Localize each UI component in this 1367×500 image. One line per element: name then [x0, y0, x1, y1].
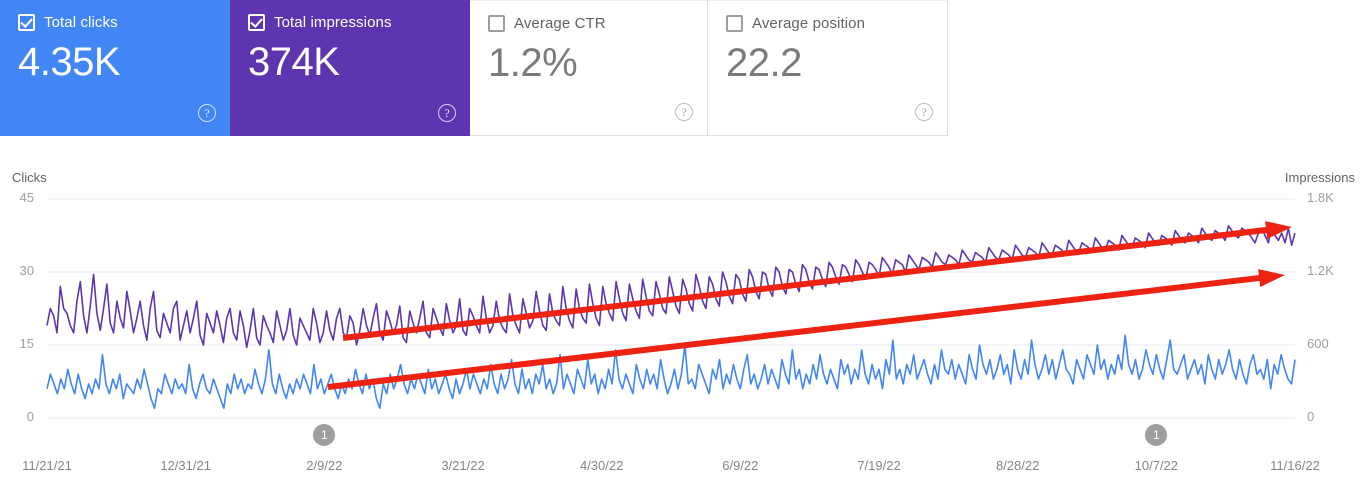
- total-impressions-value: 374K: [248, 40, 340, 84]
- left-axis-title: Clicks: [12, 170, 47, 185]
- right-axis-tick: 0: [1307, 409, 1315, 424]
- help-icon[interactable]: ?: [915, 103, 933, 121]
- left-axis-tick: 15: [19, 336, 34, 351]
- performance-chart: Clicks Impressions 0 15 30 45 0 600 1.2K 1.8K …: [0, 150, 1367, 500]
- total-impressions-label: Total impressions: [274, 14, 392, 31]
- annotation-badge[interactable]: 1: [313, 424, 336, 446]
- average-ctr-value: 1.2%: [488, 41, 578, 85]
- metric-cards-row: Total clicks 4.35K ? Total impressions 3…: [0, 0, 948, 136]
- average-position-label: Average position: [752, 15, 866, 32]
- total-clicks-value: 4.35K: [18, 40, 121, 84]
- help-icon[interactable]: ?: [198, 104, 216, 122]
- impressions-trend-arrow-shaft: [342, 226, 1273, 341]
- average-ctr-checkbox[interactable]: [488, 15, 505, 32]
- average-ctr-label: Average CTR: [514, 15, 606, 32]
- x-axis-tick: 2/9/22: [306, 458, 343, 473]
- x-axis-tick: 6/9/22: [722, 458, 759, 473]
- average-position-value: 22.2: [726, 41, 802, 85]
- left-axis-tick: 0: [26, 409, 34, 424]
- x-axis-tick: 4/30/22: [579, 458, 624, 473]
- clicks-trend-arrow-head: [1258, 269, 1285, 287]
- chart-plot-area: [46, 198, 1296, 419]
- right-axis-title: Impressions: [1284, 170, 1355, 185]
- clicks-trend-arrow-shaft: [327, 274, 1266, 390]
- metric-card-header: Total clicks: [18, 14, 212, 31]
- left-axis-tick: 30: [19, 263, 34, 278]
- metric-card-header: Average position: [726, 15, 929, 32]
- metric-card-total-impressions[interactable]: Total impressions 374K ?: [230, 0, 470, 136]
- metric-card-header: Average CTR: [488, 15, 689, 32]
- x-axis-tick: 11/16/22: [1270, 458, 1320, 473]
- left-axis-tick: 45: [19, 190, 34, 205]
- metric-card-average-position[interactable]: Average position 22.2 ?: [708, 0, 948, 136]
- help-icon[interactable]: ?: [675, 103, 693, 121]
- x-axis-tick: 10/7/22: [1134, 458, 1179, 473]
- metric-card-header: Total impressions: [248, 14, 452, 31]
- right-axis-tick: 1.2K: [1307, 263, 1334, 278]
- total-impressions-checkbox[interactable]: [248, 14, 265, 31]
- metric-card-total-clicks[interactable]: Total clicks 4.35K ?: [0, 0, 230, 136]
- x-axis-tick: 7/19/22: [857, 458, 901, 473]
- average-position-checkbox[interactable]: [726, 15, 743, 32]
- x-axis-tick: 3/21/22: [441, 458, 485, 473]
- annotation-badge[interactable]: 1: [1145, 424, 1168, 446]
- help-icon[interactable]: ?: [438, 104, 456, 122]
- total-clicks-label: Total clicks: [44, 14, 118, 31]
- metric-card-average-ctr[interactable]: Average CTR 1.2% ?: [470, 0, 708, 136]
- x-axis-tick: 11/21/21: [22, 458, 72, 473]
- series-line-impressions: [46, 224, 1296, 349]
- x-axis-tick: 8/28/22: [995, 458, 1040, 473]
- right-axis-tick: 1.8K: [1307, 190, 1334, 205]
- right-axis-tick: 600: [1307, 336, 1329, 351]
- impressions-trend-arrow-head: [1265, 221, 1292, 239]
- total-clicks-checkbox[interactable]: [18, 14, 35, 31]
- x-axis-tick: 12/31/21: [160, 458, 211, 473]
- series-line-clicks: [46, 334, 1296, 410]
